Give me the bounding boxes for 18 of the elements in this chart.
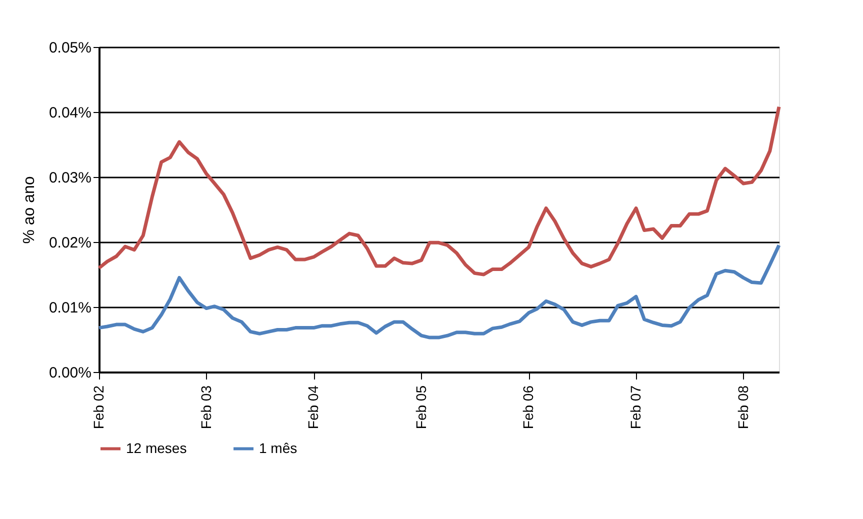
line-series <box>97 244 781 340</box>
legend-label: 12 meses <box>126 440 187 456</box>
y-tick-label: 0.02% <box>48 234 92 252</box>
x-tick-label: Feb 06 <box>520 385 536 430</box>
x-tick-label: Feb 04 <box>305 385 322 430</box>
x-tick-label: Feb 07 <box>628 385 644 430</box>
y-tick-label: 0.03% <box>48 170 92 186</box>
legend-label: 1 mês <box>259 440 298 456</box>
x-tick-label: Feb 08 <box>734 385 751 430</box>
y-tick-label: 0.04% <box>48 104 92 122</box>
y-axis-title: % ao ano <box>20 176 38 244</box>
y-tick-label: 0.05% <box>48 40 92 56</box>
x-tick-label: Feb 02 <box>90 385 106 430</box>
y-tick-label: 0.01% <box>48 300 92 316</box>
y-tick-label: 0.00% <box>48 364 92 382</box>
x-tick-label: Feb 03 <box>198 385 214 430</box>
x-tick-label: Feb 05 <box>412 385 429 430</box>
line-series <box>97 105 781 276</box>
